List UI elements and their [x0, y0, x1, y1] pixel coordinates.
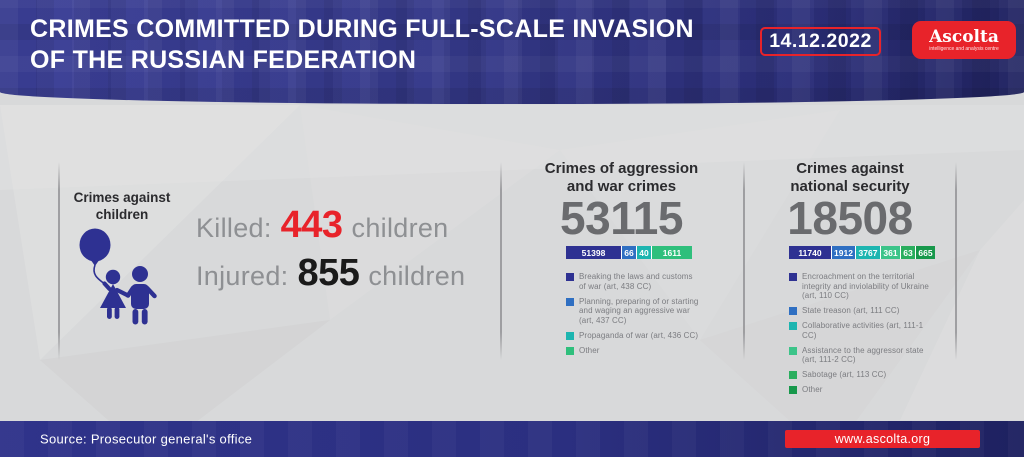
legend-color-swatch	[566, 346, 574, 355]
aggression-heading: Crimes of aggression and war crimes	[544, 160, 699, 195]
legend-label: Other	[802, 385, 823, 394]
legend-label: Planning, preparing of or starting and w…	[579, 296, 699, 325]
legend-label: Encroachment on the territorial integrit…	[802, 272, 929, 300]
page-title-line1: CRIMES COMMITTED DURING FULL-SCALE INVAS…	[30, 15, 694, 43]
website-link[interactable]: www.ascolta.org	[785, 430, 980, 448]
children-heading: Crimes against children	[73, 190, 171, 222]
bar-segment: 361	[881, 246, 900, 259]
ascolta-logo-tagline: intelligence and analysis centre	[929, 46, 999, 52]
divider-left	[58, 162, 60, 360]
children-stats: Killed: 443 children Injured: 855 childr…	[196, 204, 465, 296]
legend-item: State treason (art, 111 CC)	[789, 306, 955, 316]
legend-item: Propaganda of war (art, 436 CC)	[566, 331, 743, 341]
legend-label: Breaking the laws and customs of war (ar…	[579, 272, 693, 291]
security-section: Crimes against national security 18508 1…	[745, 160, 955, 400]
legend-color-swatch	[789, 307, 797, 315]
legend-item: Assistance to the aggressor state (art, …	[789, 346, 955, 365]
date-badge: 14.12.2022	[760, 27, 881, 56]
legend-item: Other	[566, 346, 743, 356]
divider-aggression-security	[743, 162, 745, 360]
injured-row: Injured: 855 children	[196, 252, 465, 296]
legend-label: Propaganda of war (art, 436 CC)	[579, 330, 699, 340]
injured-suffix: children	[368, 261, 466, 291]
legend-color-swatch	[566, 297, 574, 306]
footer-bar: Source: Prosecutor general's office www.…	[0, 421, 1024, 457]
legend-label: Other	[579, 345, 600, 355]
divider-right	[955, 162, 957, 360]
legend-color-swatch	[566, 331, 574, 340]
legend-item: Other	[789, 385, 955, 395]
header-banner: CRIMES COMMITTED DURING FULL-SCALE INVAS…	[0, 0, 1024, 104]
bar-segment: 40	[637, 246, 651, 259]
legend-color-swatch	[789, 322, 797, 330]
legend-item: Planning, preparing of or starting and w…	[566, 297, 743, 326]
children-balloon-icon	[79, 228, 157, 325]
legend-label: Sabotage (art, 113 CC)	[802, 370, 887, 379]
injured-value: 855	[297, 252, 360, 294]
bar-segment: 665	[916, 246, 935, 259]
killed-row: Killed: 443 children	[196, 204, 465, 248]
page-title-line2: OF THE RUSSIAN FEDERATION	[30, 46, 417, 74]
legend-label: Assistance to the aggressor state (art, …	[802, 345, 924, 365]
bar-segment: 63	[901, 246, 915, 259]
legend-label: State treason (art, 111 CC)	[802, 306, 900, 315]
aggression-legend: Breaking the laws and customs of war (ar…	[566, 272, 743, 355]
bar-segment: 1912	[832, 246, 855, 259]
legend-label: Collaborative activities (art, 111-1 CC)	[802, 321, 924, 340]
aggression-stacked-bar: 51398 66 40 1611	[566, 246, 692, 259]
ascolta-logo-name: Ascolta	[929, 27, 999, 47]
security-heading: Crimes against national security	[790, 160, 910, 195]
legend-item: Sabotage (art, 113 CC)	[789, 370, 955, 380]
legend-color-swatch	[789, 346, 797, 355]
bar-segment: 1611	[652, 246, 692, 259]
legend-item: Breaking the laws and customs of war (ar…	[566, 272, 743, 291]
injured-label: Injured:	[196, 261, 289, 291]
killed-suffix: children	[351, 213, 449, 243]
aggression-total: 53115	[560, 192, 683, 244]
divider-children-aggression	[500, 162, 502, 360]
bar-segment: 11740	[789, 246, 831, 259]
legend-color-swatch	[566, 273, 574, 281]
legend-color-swatch	[789, 371, 797, 379]
legend-color-swatch	[789, 386, 797, 394]
security-legend: Encroachment on the territorial integrit…	[789, 272, 955, 395]
legend-item: Collaborative activities (art, 111-1 CC)	[789, 321, 955, 340]
page-title: CRIMES COMMITTED DURING FULL-SCALE INVAS…	[30, 14, 694, 76]
security-stacked-bar: 11740 1912 3767 361 63 665	[789, 246, 935, 259]
aggression-section: Crimes of aggression and war crimes 5311…	[500, 160, 743, 361]
security-total: 18508	[787, 192, 913, 244]
bar-segment: 66	[622, 246, 636, 259]
legend-color-swatch	[789, 273, 797, 281]
ascolta-logo: Ascolta intelligence and analysis centre	[912, 21, 1016, 59]
legend-item: Encroachment on the territorial integrit…	[789, 272, 955, 301]
source-text: Source: Prosecutor general's office	[40, 431, 253, 447]
killed-value: 443	[280, 204, 343, 246]
killed-label: Killed:	[196, 213, 272, 243]
bar-segment: 51398	[566, 246, 621, 259]
bar-segment: 3767	[856, 246, 880, 259]
